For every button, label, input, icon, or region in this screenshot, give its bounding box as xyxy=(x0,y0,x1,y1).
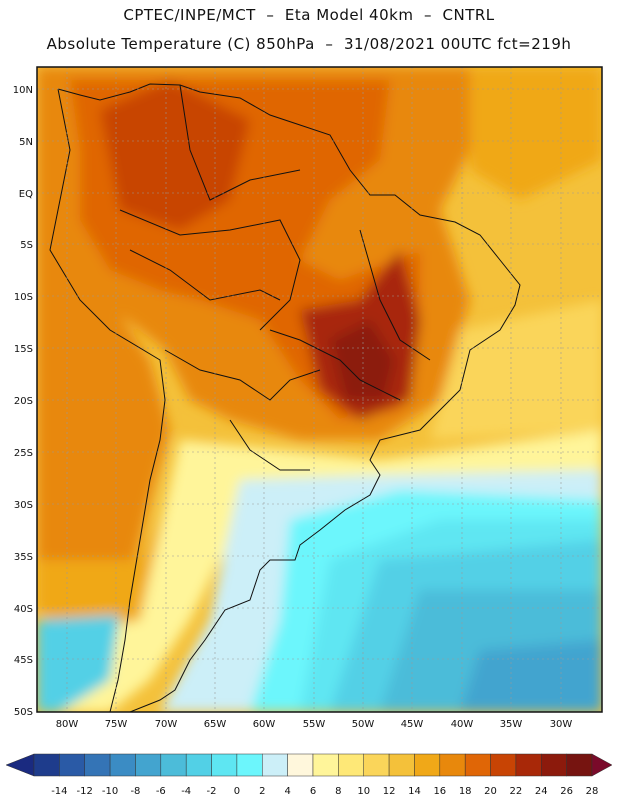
band-cold-west xyxy=(37,615,120,712)
temperature-bands xyxy=(37,67,602,712)
legend-swatch-2 xyxy=(84,753,111,777)
legend-level-5: -4 xyxy=(181,786,191,797)
lon-label-2: 70W xyxy=(155,719,178,730)
lat-label-9: 35S xyxy=(14,552,33,563)
lon-label-0: 80W xyxy=(56,719,79,730)
color-legend: -14 -12 -10 -8 -6 -4 -2 0 2 4 6 8 10 12 14 16 18 20 22 24 26… xyxy=(5,753,613,797)
lat-label-4: 10S xyxy=(14,292,33,303)
longitude-labels: 80W 75W 70W 65W 60W 55W 50W 45W 40W 35W 30W xyxy=(56,719,573,730)
lon-label-1: 75W xyxy=(105,719,128,730)
lat-label-1: 5N xyxy=(19,137,33,148)
legend-level-18: 22 xyxy=(510,786,523,797)
lat-label-10: 40S xyxy=(14,604,33,615)
legend-level-16: 18 xyxy=(459,786,472,797)
band-atlantic-mild xyxy=(430,300,602,440)
lon-label-10: 30W xyxy=(550,719,573,730)
legend-level-2: -10 xyxy=(102,786,118,797)
legend-swatch-4 xyxy=(135,753,162,777)
legend-level-1: -12 xyxy=(77,786,93,797)
chart-title-line-2: Absolute Temperature (C) 850hPa – 31/08/… xyxy=(46,35,572,53)
legend-swatch-19 xyxy=(515,753,542,777)
lat-label-0: 10N xyxy=(13,85,33,96)
legend-swatch-14 xyxy=(388,753,415,777)
lon-label-3: 65W xyxy=(204,719,227,730)
legend-swatch-12 xyxy=(338,753,364,777)
band-22-24 xyxy=(100,80,250,230)
legend-level-13: 12 xyxy=(383,786,396,797)
legend-level-15: 16 xyxy=(433,786,446,797)
lon-label-4: 60W xyxy=(253,719,276,730)
lat-label-5: 15S xyxy=(14,344,33,355)
legend-level-10: 6 xyxy=(310,786,316,797)
legend-swatch-21 xyxy=(566,753,593,777)
legend-swatch-8 xyxy=(236,753,263,777)
band-atlantic-warm xyxy=(470,67,602,200)
lat-label-7: 25S xyxy=(14,448,33,459)
legend-swatch-18 xyxy=(490,753,517,777)
legend-swatch-7 xyxy=(211,753,238,777)
legend-level-20: 26 xyxy=(560,786,573,797)
band-4-6 xyxy=(160,470,602,712)
lon-label-8: 40W xyxy=(451,719,474,730)
legend-level-8: 2 xyxy=(259,786,265,797)
legend-level-0: -14 xyxy=(51,786,67,797)
temperature-field xyxy=(37,67,602,712)
band-minus6-minus4 xyxy=(460,640,602,712)
legend-swatch-13 xyxy=(363,753,390,777)
legend-swatch-11 xyxy=(312,753,339,777)
legend-swatch-17 xyxy=(464,753,491,777)
latitude-labels: 10N 5N EQ 5S 10S 15S 20S 25S 30S 35S 40S 45S 50S xyxy=(13,85,33,718)
lat-label-6: 20S xyxy=(14,396,33,407)
legend-level-3: -8 xyxy=(130,786,140,797)
chart-title-line-1: CPTEC/INPE/MCT – Eta Model 40km – CNTRL xyxy=(123,6,495,24)
band-26-28 xyxy=(330,320,395,400)
lon-label-5: 55W xyxy=(303,719,326,730)
legend-swatch-1 xyxy=(59,753,85,777)
lat-label-11: 45S xyxy=(14,655,33,666)
lon-label-7: 45W xyxy=(401,719,424,730)
lon-label-6: 50W xyxy=(352,719,375,730)
legend-level-19: 24 xyxy=(535,786,548,797)
legend-level-17: 20 xyxy=(484,786,497,797)
legend-level-11: 8 xyxy=(335,786,341,797)
legend-swatch-0 xyxy=(33,753,60,777)
lat-label-3: 5S xyxy=(20,240,33,251)
legend-swatch-16 xyxy=(439,753,466,777)
legend-level-7: 0 xyxy=(234,786,240,797)
legend-level-6: -2 xyxy=(207,786,217,797)
legend-level-9: 4 xyxy=(284,786,290,797)
coastline xyxy=(49,83,521,712)
band-18-20-andes xyxy=(37,260,170,620)
legend-level-21: 28 xyxy=(586,786,599,797)
legend-level-14: 14 xyxy=(408,786,421,797)
map-frame xyxy=(36,66,603,713)
grid-lines xyxy=(37,67,602,712)
legend-swatch-9 xyxy=(262,753,288,777)
legend-high-arrow xyxy=(591,753,613,777)
lat-label-8: 30S xyxy=(14,500,33,511)
lon-label-9: 35W xyxy=(500,719,523,730)
legend-level-4: -6 xyxy=(156,786,166,797)
legend-swatch-6 xyxy=(185,753,212,777)
legend-swatch-15 xyxy=(414,753,441,777)
lat-label-12: 50S xyxy=(14,707,33,718)
legend-swatch-10 xyxy=(287,753,314,777)
legend-low-arrow xyxy=(5,753,35,777)
legend-swatch-5 xyxy=(160,753,187,777)
lat-label-2: EQ xyxy=(19,189,33,200)
legend-swatch-3 xyxy=(109,753,136,777)
band-8-10 xyxy=(37,430,602,712)
legend-level-12: 10 xyxy=(357,786,370,797)
legend-swatch-20 xyxy=(541,753,567,777)
